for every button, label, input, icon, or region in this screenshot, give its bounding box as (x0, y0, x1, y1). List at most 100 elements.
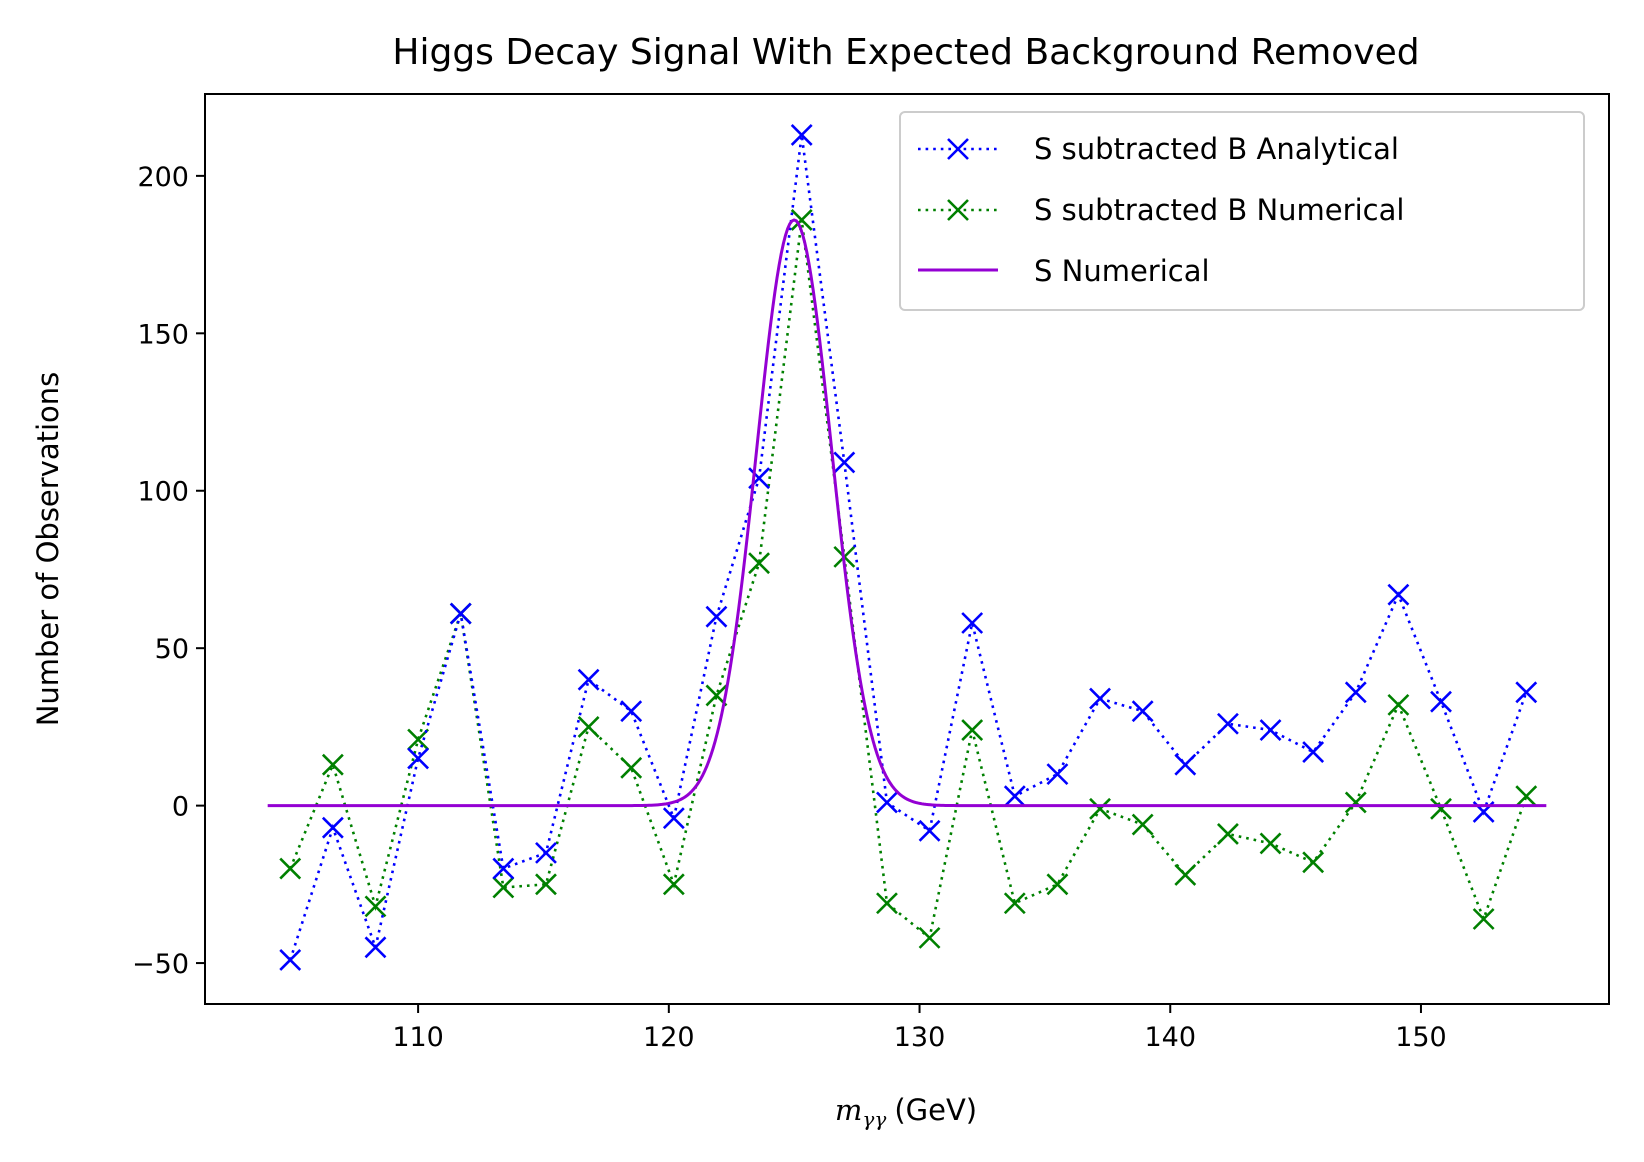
point-numerical-6 (535, 873, 557, 896)
y-tick-label-0: 0 (172, 792, 189, 823)
point-analytical-3 (407, 747, 430, 770)
point-numerical-28 (1472, 908, 1495, 930)
legend: S subtracted B Analytical S subtracted B… (899, 111, 1585, 311)
point-analytical-6 (535, 841, 557, 864)
point-analytical-0-stroke-b (279, 948, 302, 971)
point-analytical-19-stroke-b (1089, 687, 1111, 710)
point-numerical-11 (748, 552, 770, 575)
point-numerical-15-stroke-b (918, 926, 941, 949)
point-analytical-25-stroke-b (1344, 681, 1367, 704)
legend-marker-analytical-x-stroke-b (947, 138, 969, 160)
marks-layer (267, 124, 1547, 971)
point-analytical-17-stroke-b (1003, 785, 1026, 808)
point-analytical-14-stroke-b (876, 791, 898, 814)
x-tick-label-140: 140 (1144, 1022, 1196, 1053)
point-analytical-0 (279, 948, 302, 971)
point-analytical-27 (1430, 690, 1452, 713)
point-analytical-4-stroke-b (449, 602, 472, 625)
point-numerical-14-stroke-b (876, 892, 898, 915)
point-numerical-15 (918, 926, 941, 949)
point-numerical-18-stroke-b (1046, 873, 1069, 896)
point-analytical-8 (620, 700, 643, 723)
x-axis-label: mγγ (GeV) (835, 1093, 977, 1131)
point-numerical-7 (577, 715, 600, 738)
point-analytical-10-stroke-b (705, 605, 728, 628)
point-numerical-1 (321, 753, 344, 776)
point-numerical-3 (407, 728, 430, 751)
point-numerical-19-stroke-b (1089, 797, 1111, 820)
point-analytical-26-stroke-b (1387, 583, 1410, 606)
legend-marker-analytical-x (947, 138, 969, 160)
point-numerical-16-stroke-b (961, 719, 984, 741)
legend-box (899, 111, 1585, 311)
point-numerical-2 (364, 895, 387, 918)
x-axis: 110 120 130 140 150 (392, 1004, 1447, 1053)
point-analytical-18 (1046, 763, 1069, 786)
point-numerical-6-stroke-b (535, 873, 557, 896)
x-tick-label-120: 120 (643, 1022, 695, 1053)
point-analytical-29 (1515, 681, 1538, 704)
point-analytical-6-stroke-b (535, 841, 557, 864)
series-line-signal (267, 218, 1547, 808)
point-numerical-0-stroke-b (279, 857, 302, 880)
x-axis-label-symbol: m (835, 1093, 863, 1127)
point-numerical-17-stroke-b (1003, 892, 1026, 915)
point-numerical-5 (492, 876, 515, 899)
point-analytical-26 (1387, 583, 1410, 606)
point-analytical-2 (364, 936, 387, 959)
point-analytical-2-stroke-b (364, 936, 387, 959)
point-numerical-24-stroke-b (1302, 851, 1325, 874)
point-analytical-13-stroke-b (833, 451, 856, 474)
point-numerical-22-stroke-b (1216, 823, 1239, 845)
point-numerical-9-stroke-b (662, 873, 685, 896)
y-tick-label-200: 200 (137, 162, 189, 193)
point-analytical-21-stroke-b (1174, 753, 1197, 776)
x-axis-label-subscript: γγ (862, 1107, 886, 1131)
point-analytical-12 (790, 124, 813, 146)
point-numerical-24 (1302, 851, 1325, 874)
y-axis: −50 0 50 100 150 200 (132, 162, 205, 980)
point-analytical-3-stroke-b (407, 747, 430, 770)
point-numerical-26 (1387, 693, 1410, 716)
point-numerical-27 (1430, 797, 1452, 820)
point-numerical-16 (961, 719, 984, 741)
point-analytical-8-stroke-b (620, 700, 643, 723)
point-analytical-29-stroke-b (1515, 681, 1538, 704)
point-numerical-25 (1344, 791, 1367, 814)
point-numerical-22 (1216, 823, 1239, 845)
point-numerical-27-stroke-b (1430, 797, 1452, 820)
point-analytical-10 (705, 605, 728, 628)
point-analytical-24-stroke-b (1302, 741, 1325, 764)
point-numerical-23-stroke-b (1259, 832, 1282, 855)
point-analytical-17 (1003, 785, 1026, 808)
point-analytical-13 (833, 451, 856, 474)
y-tick-label-100: 100 (137, 477, 189, 508)
point-analytical-16-stroke-b (961, 612, 984, 634)
point-analytical-7-stroke-b (577, 668, 600, 691)
legend-label-analytical: S subtracted B Analytical (1034, 132, 1399, 166)
point-analytical-9-stroke-b (662, 807, 685, 830)
point-numerical-12-stroke-b (790, 209, 813, 231)
chart-title: Higgs Decay Signal With Expected Backgro… (392, 32, 1419, 73)
point-numerical-26-stroke-b (1387, 693, 1410, 716)
legend-marker-analytical (947, 138, 969, 160)
point-analytical-19 (1089, 687, 1111, 710)
x-tick-label-150: 150 (1395, 1022, 1447, 1053)
point-numerical-28-stroke-b (1472, 908, 1495, 930)
point-numerical-10-stroke-b (705, 684, 728, 707)
point-analytical-1 (321, 816, 344, 839)
point-analytical-20-stroke-b (1131, 700, 1154, 723)
point-numerical-20 (1131, 813, 1154, 836)
point-analytical-22-stroke-b (1216, 712, 1239, 735)
legend-marker-numerical (947, 199, 969, 221)
point-analytical-15 (918, 819, 941, 842)
point-numerical-19 (1089, 797, 1111, 820)
point-numerical-14 (876, 892, 898, 915)
point-numerical-12 (790, 209, 813, 231)
point-analytical-4 (449, 602, 472, 625)
point-numerical-0 (279, 857, 302, 880)
point-analytical-15-stroke-b (918, 819, 941, 842)
point-numerical-29 (1515, 785, 1538, 808)
series-line-analytical (289, 134, 1528, 961)
point-analytical-5 (492, 857, 515, 880)
